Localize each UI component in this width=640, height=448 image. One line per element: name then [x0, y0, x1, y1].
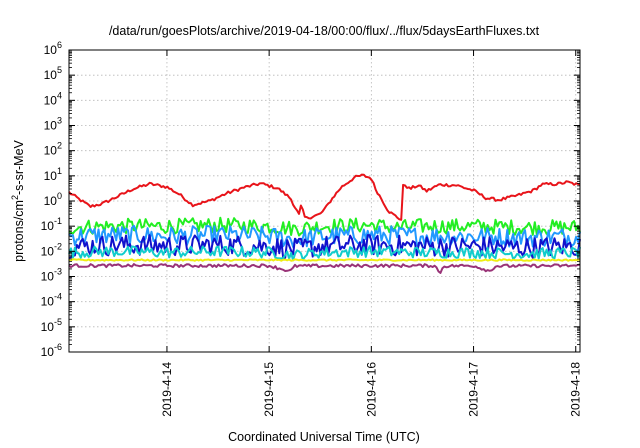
y-axis-ticks: 10-6 10-5 10-4 10-3 10-2 10-1 100 101 102 103 104 1…: [41, 40, 580, 359]
y-tick-label: 101: [44, 166, 62, 183]
y-tick-label: 104: [44, 90, 62, 107]
y-tick-label: 106: [44, 40, 62, 57]
y-tick-label: 105: [44, 65, 62, 82]
series-line-3: [68, 234, 581, 260]
y-tick-label: 10-6: [41, 342, 62, 359]
series-line-6: [68, 263, 581, 274]
y-tick-label: 102: [44, 141, 62, 158]
x-tick-label: 2019-4-17: [467, 362, 481, 417]
series-line-4: [68, 245, 581, 262]
x-tick-label: 2019-4-14: [160, 362, 174, 417]
series-line-0: [68, 173, 581, 221]
series-layer: [68, 173, 581, 274]
y-tick-label: 10-5: [41, 317, 62, 334]
x-tick-label: 2019-4-16: [364, 362, 378, 417]
y-axis-label: protons/cm2-s-sr-MeV: [10, 139, 26, 261]
y-tick-label: 100: [44, 191, 62, 208]
y-tick-label: 10-3: [41, 267, 62, 284]
x-tick-label: 2019-4-15: [262, 362, 276, 417]
x-axis-ticks: 2019-4-14 2019-4-15 2019-4-16 2019-4-17 2019…: [160, 50, 583, 417]
x-tick-label: 2019-4-18: [569, 362, 583, 417]
series-line-2: [68, 224, 581, 248]
y-tick-label: 10-2: [41, 241, 62, 258]
grid-lines: [69, 50, 580, 352]
x-axis-label: Coordinated Universal Time (UTC): [228, 430, 420, 444]
y-tick-label: 10-4: [41, 292, 62, 309]
y-tick-label: 10-1: [41, 216, 62, 233]
series-line-1: [68, 216, 581, 237]
y-tick-label: 103: [44, 116, 62, 133]
chart-title: /data/run/goesPlots/archive/2019-04-18/0…: [109, 24, 540, 38]
series-line-5: [68, 258, 581, 262]
